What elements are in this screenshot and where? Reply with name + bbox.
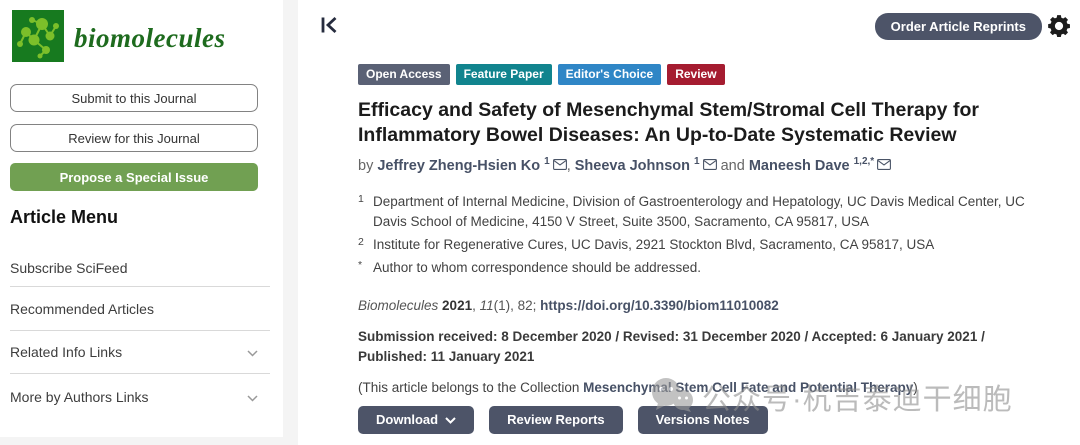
review-journal-button[interactable]: Review for this Journal (10, 124, 258, 152)
affiliation-text: Department of Internal Medicine, Divisio… (373, 193, 1025, 229)
collection-suffix: ) (913, 379, 918, 395)
author-affil-sup: 1 (694, 156, 700, 167)
sidebar-item-recommended-articles[interactable]: Recommended Articles (10, 287, 270, 331)
affiliation-item: 1 Department of Internal Medicine, Divis… (358, 192, 1058, 232)
article-action-buttons: Download Review Reports Versions Notes (358, 405, 1058, 434)
propose-special-issue-button[interactable]: Propose a Special Issue (10, 163, 258, 191)
sidebar-item-related-info-links[interactable]: Related Info Links (10, 331, 270, 374)
collection-prefix: (This article belongs to the Collection (358, 379, 584, 395)
email-icon[interactable] (552, 158, 567, 174)
order-article-reprints-button[interactable]: Order Article Reprints (874, 13, 1042, 40)
feature-paper-badge[interactable]: Feature Paper (455, 64, 552, 85)
email-icon[interactable] (877, 158, 892, 174)
article-menu-heading: Article Menu (10, 207, 119, 227)
citation-year: 2021 (438, 297, 473, 313)
author-link[interactable]: Jeffrey Zheng-Hsien Ko (377, 157, 541, 174)
citation-sep: , (472, 297, 480, 313)
open-access-badge[interactable]: Open Access (358, 64, 450, 85)
journal-name: biomolecules (74, 23, 226, 53)
chevron-down-icon (247, 389, 258, 405)
affiliation-item: 2 Institute for Regenerative Cures, UC D… (358, 235, 1058, 255)
by-label: by (358, 157, 378, 174)
author-affil-sup: 1,2,* (853, 156, 875, 167)
affiliation-list: 1 Department of Internal Medicine, Divis… (358, 192, 1058, 278)
menu-item-label: Recommended Articles (10, 300, 154, 317)
download-label: Download (376, 412, 439, 428)
citation-volume: 11 (479, 297, 494, 313)
author-separator: , (566, 157, 575, 174)
sidebar: biomolecules Submit to this Journal Revi… (0, 0, 283, 437)
editors-choice-badge[interactable]: Editor's Choice (557, 64, 662, 85)
chevron-down-icon (445, 412, 456, 427)
download-button[interactable]: Download (358, 405, 475, 434)
review-reports-button[interactable]: Review Reports (489, 405, 623, 434)
journal-logo[interactable]: biomolecules (12, 10, 225, 67)
author-byline: by Jeffrey Zheng-Hsien Ko 1, Sheeva John… (358, 156, 1058, 174)
menu-item-label: Subscribe SciFeed (10, 260, 128, 276)
menu-item-label: Related Info Links (10, 344, 123, 360)
citation-journal: Biomolecules (358, 297, 439, 313)
email-icon[interactable] (702, 158, 717, 174)
author-link[interactable]: Sheeva Johnson (574, 157, 690, 174)
affiliation-sup: * (358, 258, 363, 271)
sidebar-item-subscribe-scifeed[interactable]: Subscribe SciFeed (10, 250, 270, 287)
author-link[interactable]: Maneesh Dave (748, 157, 850, 174)
collapse-sidebar-icon[interactable] (320, 16, 339, 39)
sidebar-main-divider (283, 0, 298, 445)
chevron-down-icon (247, 344, 258, 360)
citation-issue-pages: (1), 82; (493, 297, 541, 313)
citation-line: Biomolecules 2021, 11(1), 82; https://do… (358, 298, 1058, 313)
affiliation-sup: 1 (358, 192, 364, 205)
author-separator: and (716, 157, 749, 174)
article-menu: Subscribe SciFeed Recommended Articles R… (10, 250, 270, 420)
menu-item-label: More by Authors Links (10, 389, 149, 405)
affiliation-item: * Author to whom correspondence should b… (358, 258, 1058, 278)
sidebar-bottom-divider (0, 437, 283, 445)
versions-notes-button[interactable]: Versions Notes (637, 405, 768, 434)
article-title: Efficacy and Safety of Mesenchymal Stem/… (358, 99, 979, 146)
biomolecules-logo-icon (12, 10, 64, 67)
badge-row: Open Access Feature Paper Editor's Choic… (358, 64, 1058, 85)
doi-link[interactable]: https://doi.org/10.3390/biom11010082 (540, 297, 779, 313)
submit-journal-button[interactable]: Submit to this Journal (10, 84, 258, 112)
collection-line: (This article belongs to the Collection … (358, 380, 1058, 395)
affiliation-text: Institute for Regenerative Cures, UC Dav… (373, 236, 935, 252)
collection-link[interactable]: Mesenchymal Stem Cell Fate and Potential… (583, 379, 914, 395)
submission-dates: Submission received: 8 December 2020 / R… (358, 328, 985, 364)
affiliation-sup: 2 (358, 235, 364, 248)
author-affil-sup: 1 (544, 156, 550, 167)
affiliation-text: Author to whom correspondence should be … (373, 259, 701, 275)
main-content: Order Article Reprints Open Access Featu… (298, 0, 1080, 445)
gear-icon[interactable] (1046, 13, 1072, 44)
sidebar-item-more-by-authors-links[interactable]: More by Authors Links (10, 374, 270, 420)
article-header: Open Access Feature Paper Editor's Choic… (358, 64, 1058, 434)
review-badge[interactable]: Review (667, 64, 725, 85)
